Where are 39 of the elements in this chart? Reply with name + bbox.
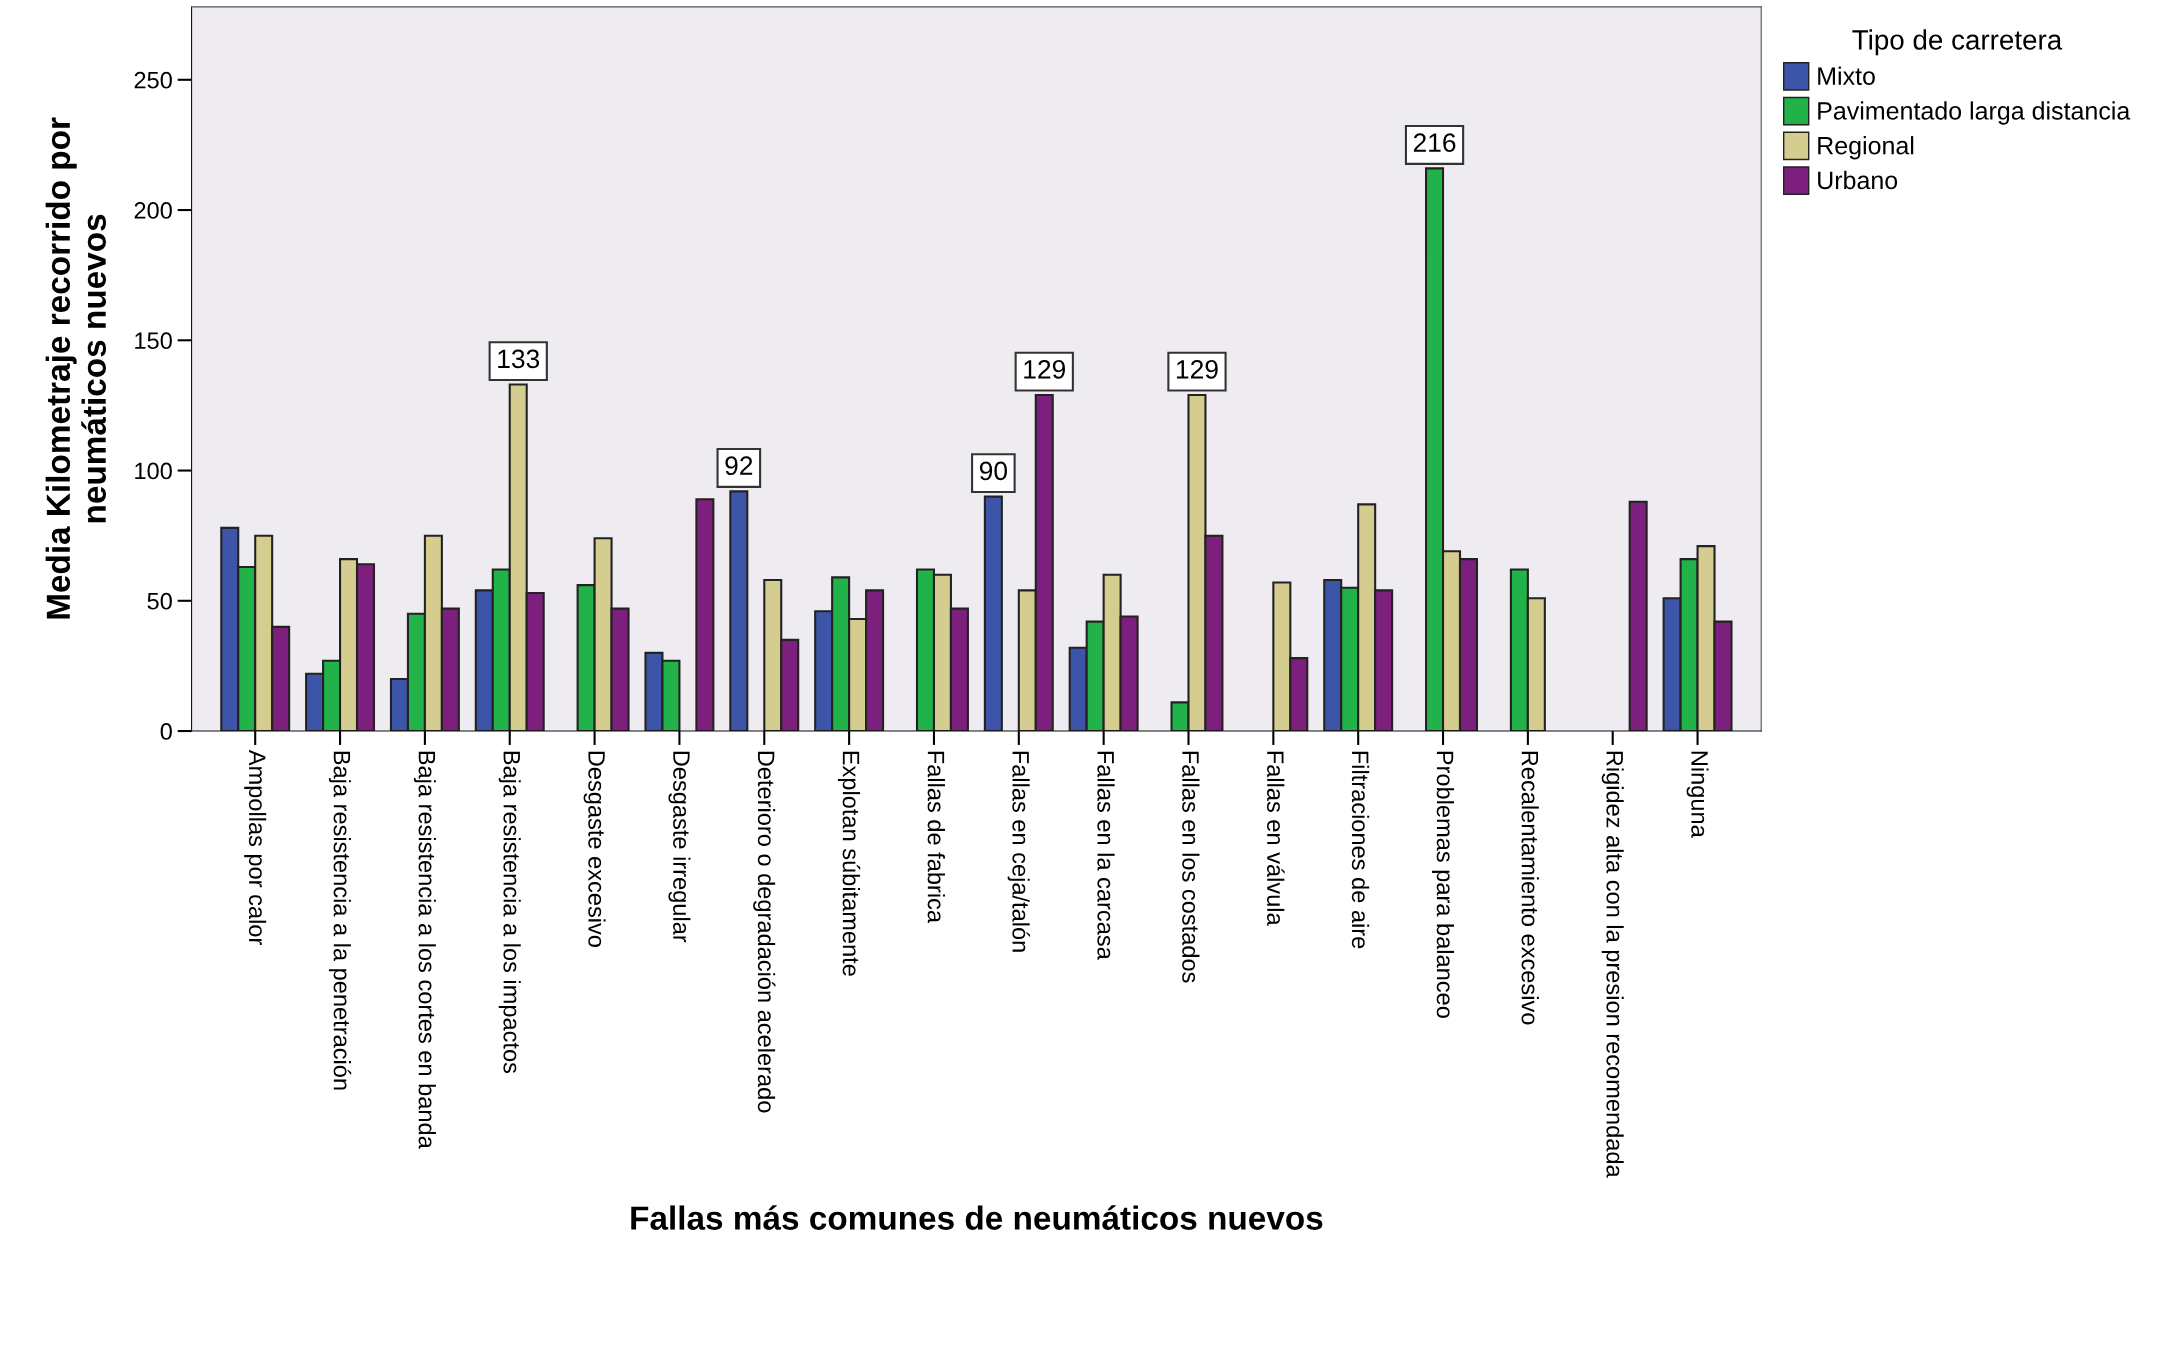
x-tick-label: Desgaste irregular	[668, 751, 691, 943]
x-tick-label: Fallas en válvula	[1267, 751, 1285, 926]
x-tick-label: Problemas para balanceo	[1432, 751, 1455, 1018]
x-tick-label: Fallas en ceja/talón	[1007, 751, 1030, 952]
y-tick-label: 0	[160, 723, 172, 740]
legend-label: Pavimentado larga distancia	[1818, 101, 2131, 125]
x-tick-label: Fallas en los costados	[1182, 751, 1200, 983]
x-tick-label: Deterioro o degradación acelerado	[753, 751, 776, 1113]
data-label: 92	[725, 456, 753, 476]
bar	[1628, 500, 1648, 732]
x-axis-title: Fallas más comunes de neumáticos nuevos	[631, 1205, 1323, 1230]
legend-label: Mixto	[1818, 66, 1875, 85]
data-label: 90	[979, 461, 1007, 481]
y-tick-label: 200	[134, 202, 172, 219]
y-tick-label: 50	[147, 592, 172, 610]
data-label: 129	[1024, 359, 1066, 379]
x-tick-label: Ampollas por calor	[244, 749, 267, 945]
x-tick-label: Explotan súbitamente	[837, 751, 861, 976]
y-tick-label: 100	[135, 462, 172, 480]
x-tick-label: Baja resistencia a los cortes en banda	[413, 751, 436, 1149]
data-label: 133	[498, 349, 540, 369]
x-tick-label: Baja resistencia a los impactos	[498, 751, 521, 1074]
data-label: 216	[1413, 133, 1456, 153]
x-tick-label: Ninguna	[1686, 751, 1709, 838]
data-label: 129	[1176, 359, 1218, 379]
legend-label: Regional	[1818, 136, 1914, 160]
bar	[695, 498, 715, 732]
x-tick-label: Desgaste excesivo	[583, 751, 606, 947]
legend-label: Urbano	[1818, 170, 1898, 190]
x-tick-label: Recalentamiento excesivo	[1521, 751, 1539, 1025]
x-tick-label: Baja resistencia a la penetración	[328, 751, 352, 1090]
y-tick-label: 250	[134, 71, 172, 89]
y-tick-label: 150	[135, 332, 172, 350]
x-tick-label: Fallas de fabrica	[927, 751, 945, 924]
legend-title: Tipo de carretera	[1852, 29, 2063, 56]
x-tick-label: Filtraciones de aire	[1351, 751, 1370, 949]
y-axis-title: Media Kilometraje recorrido por neumáticos nuevos	[45, 117, 107, 619]
x-tick-label: Fallas en la carcasa	[1097, 751, 1115, 960]
x-tick-label: Rigidez alta con la presion recomendada	[1601, 751, 1624, 1178]
